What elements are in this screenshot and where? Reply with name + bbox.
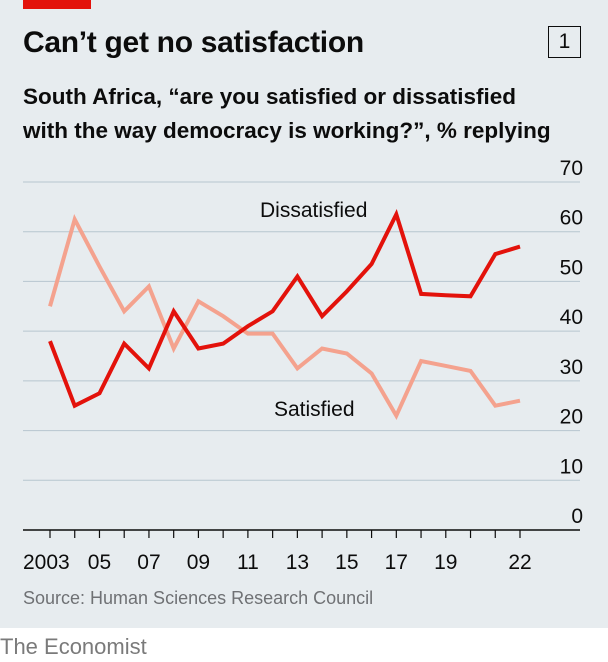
y-tick-label: 70 <box>560 157 583 180</box>
series-label-satisfied: Satisfied <box>274 398 355 421</box>
y-tick-label: 30 <box>560 356 583 379</box>
chart-subtitle: South Africa, “are you satisfied or diss… <box>23 80 551 148</box>
brand-red-tag <box>23 0 91 9</box>
brand-wordmark: The Economist <box>0 634 147 659</box>
chart-panel <box>0 0 608 628</box>
x-tick-label: 22 <box>508 551 531 574</box>
chart-title: Can’t get no satisfaction <box>23 26 364 59</box>
x-tick-label: 19 <box>434 551 457 574</box>
source-note: Source: Human Sciences Research Council <box>23 588 374 608</box>
y-tick-label: 10 <box>560 455 583 478</box>
chart-subtitle-line-1: South Africa, “are you satisfied or diss… <box>23 84 517 109</box>
x-tick-label: 17 <box>385 551 408 574</box>
chart-number-badge: 1 <box>548 26 581 58</box>
y-tick-label: 50 <box>560 256 583 279</box>
series-line-satisfied <box>48 213 521 421</box>
y-tick-label: 40 <box>560 306 583 329</box>
y-tick-label: 20 <box>560 406 583 429</box>
x-tick-label: 09 <box>187 551 210 574</box>
x-tick-label: 15 <box>335 551 358 574</box>
y-tick-label: 60 <box>560 207 583 230</box>
x-tick-label: 11 <box>237 551 259 574</box>
chart-subtitle-line-2: with the way democracy is working?”, % r… <box>23 118 551 143</box>
series-line-dissatisfied <box>48 208 521 409</box>
x-tick-label: 05 <box>88 551 111 574</box>
series-label-dissatisfied: Dissatisfied <box>260 199 367 222</box>
x-tick-label: 07 <box>137 551 160 574</box>
y-tick-label: 0 <box>571 505 583 528</box>
x-tick-label: 13 <box>286 551 309 574</box>
x-tick-label: 2003 <box>23 551 70 574</box>
